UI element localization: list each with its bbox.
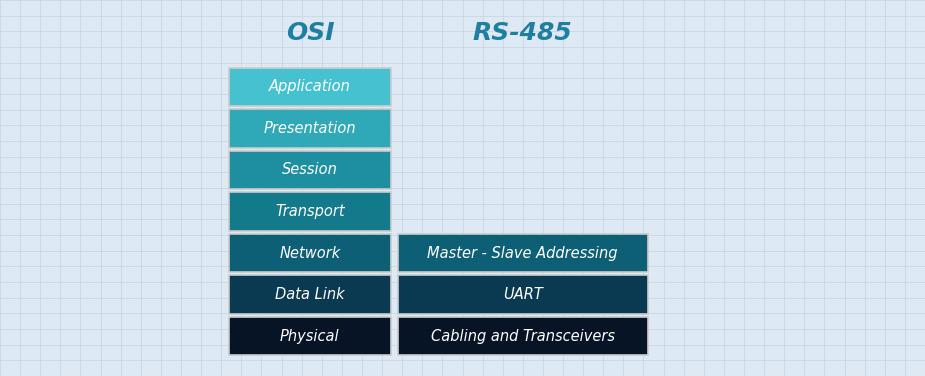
Text: Physical: Physical	[280, 329, 339, 344]
FancyBboxPatch shape	[229, 109, 390, 148]
Text: Data Link: Data Link	[275, 287, 345, 302]
FancyBboxPatch shape	[229, 317, 390, 355]
FancyBboxPatch shape	[229, 192, 390, 231]
Text: Session: Session	[282, 162, 338, 177]
Text: Application: Application	[269, 79, 351, 94]
FancyBboxPatch shape	[229, 68, 390, 106]
Text: Network: Network	[279, 246, 340, 261]
FancyBboxPatch shape	[229, 275, 390, 314]
Text: RS-485: RS-485	[473, 21, 573, 45]
FancyBboxPatch shape	[398, 317, 648, 355]
FancyBboxPatch shape	[229, 234, 390, 272]
FancyBboxPatch shape	[398, 275, 648, 314]
FancyBboxPatch shape	[229, 151, 390, 189]
Text: UART: UART	[503, 287, 542, 302]
Text: Transport: Transport	[275, 204, 345, 219]
Text: Presentation: Presentation	[264, 121, 356, 136]
FancyBboxPatch shape	[398, 234, 648, 272]
Text: OSI: OSI	[286, 21, 334, 45]
Text: Master - Slave Addressing: Master - Slave Addressing	[427, 246, 618, 261]
Text: Cabling and Transceivers: Cabling and Transceivers	[431, 329, 614, 344]
